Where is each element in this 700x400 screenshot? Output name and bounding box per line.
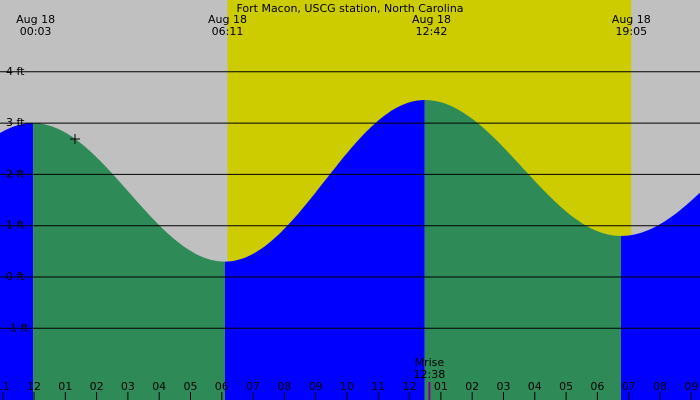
x-tick-label: 01 bbox=[58, 380, 72, 393]
top-time-label: 00:03 bbox=[20, 25, 52, 38]
x-tick-label: 09 bbox=[684, 380, 698, 393]
x-tick-label: 08 bbox=[653, 380, 667, 393]
y-tick-label: 1 ft bbox=[6, 219, 25, 232]
x-axis-labels: 11 12 01 02 03 04 05 06 07 08 09 10 11 12 01 02 03 04 05 06… bbox=[0, 380, 698, 400]
top-date-label: Aug 18 bbox=[16, 13, 55, 26]
tide-area bbox=[0, 100, 700, 400]
x-tick-label: 06 bbox=[215, 380, 229, 393]
chart-title: Fort Macon, USCG station, North Carolina bbox=[236, 2, 463, 15]
y-axis-labels: 4 ft 3 ft 2 ft 1 ft 0 ft -1 ft bbox=[6, 65, 29, 334]
x-tick-label: 07 bbox=[622, 380, 636, 393]
x-tick-label: 05 bbox=[184, 380, 198, 393]
rising-tide-segment bbox=[620, 192, 700, 400]
x-tick-label: 11 bbox=[0, 380, 10, 393]
x-tick-label: 05 bbox=[559, 380, 573, 393]
falling-tide-segment bbox=[33, 123, 225, 400]
moonrise-time: 12:38 bbox=[414, 368, 446, 381]
x-tick-label: 12 bbox=[27, 380, 41, 393]
top-time-label: 12:42 bbox=[416, 25, 448, 38]
x-tick-label: 07 bbox=[246, 380, 260, 393]
grid-lines bbox=[0, 71, 700, 329]
top-date-label: Aug 18 bbox=[208, 13, 247, 26]
x-tick-label: 04 bbox=[528, 380, 542, 393]
top-time-label: 06:11 bbox=[212, 25, 244, 38]
rising-tide-segment bbox=[224, 100, 425, 400]
rising-tide-segment bbox=[0, 123, 34, 400]
y-tick-label: -1 ft bbox=[6, 321, 29, 334]
x-tick-label: 06 bbox=[590, 380, 604, 393]
x-tick-label: 09 bbox=[309, 380, 323, 393]
x-tick-label: 11 bbox=[371, 380, 385, 393]
top-time-label: 19:05 bbox=[615, 25, 647, 38]
y-tick-label: 3 ft bbox=[6, 116, 25, 129]
y-tick-label: 4 ft bbox=[6, 65, 25, 78]
x-tick-label: 03 bbox=[121, 380, 135, 393]
x-tick-label: 08 bbox=[277, 380, 291, 393]
x-tick-label: 03 bbox=[497, 380, 511, 393]
top-date-label: Aug 18 bbox=[412, 13, 451, 26]
crosshair-icon bbox=[70, 134, 80, 144]
x-tick-label: 02 bbox=[90, 380, 104, 393]
moonrise-label: Mrise bbox=[415, 356, 445, 369]
y-tick-label: 0 ft bbox=[6, 270, 25, 283]
falling-tide-segment bbox=[424, 100, 621, 400]
y-tick-label: 2 ft bbox=[6, 167, 25, 180]
x-tick-label: 12 bbox=[403, 380, 417, 393]
x-tick-label: 10 bbox=[340, 380, 354, 393]
x-tick-label: 02 bbox=[465, 380, 479, 393]
top-date-label: Aug 18 bbox=[612, 13, 651, 26]
x-tick-label: 04 bbox=[152, 380, 166, 393]
x-tick-label: 01 bbox=[434, 380, 448, 393]
